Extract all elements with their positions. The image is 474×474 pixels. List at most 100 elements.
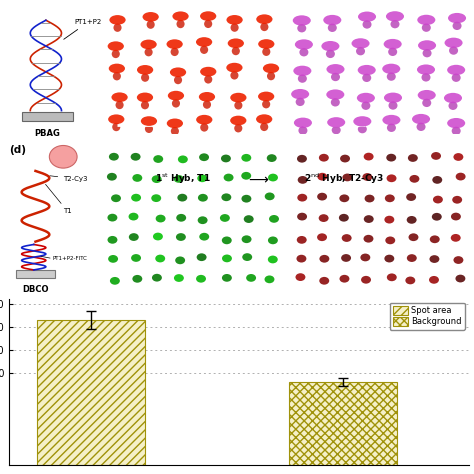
Ellipse shape xyxy=(176,233,186,241)
Ellipse shape xyxy=(417,64,435,75)
Ellipse shape xyxy=(131,254,141,262)
Ellipse shape xyxy=(174,76,182,84)
Ellipse shape xyxy=(199,233,209,241)
Ellipse shape xyxy=(178,155,188,163)
Ellipse shape xyxy=(167,118,183,128)
Ellipse shape xyxy=(112,50,120,58)
Ellipse shape xyxy=(331,98,340,107)
Ellipse shape xyxy=(363,173,373,181)
Text: Cy3: Cy3 xyxy=(55,152,71,161)
Text: PT1+P2: PT1+P2 xyxy=(64,19,102,39)
Ellipse shape xyxy=(296,255,306,263)
Ellipse shape xyxy=(171,48,179,56)
Ellipse shape xyxy=(387,124,396,132)
Ellipse shape xyxy=(110,277,120,285)
Ellipse shape xyxy=(454,256,464,264)
Ellipse shape xyxy=(107,173,117,181)
Ellipse shape xyxy=(267,154,277,162)
Text: PBAG: PBAG xyxy=(35,128,61,137)
Ellipse shape xyxy=(382,64,401,74)
FancyBboxPatch shape xyxy=(22,112,73,121)
Ellipse shape xyxy=(109,64,125,73)
Ellipse shape xyxy=(153,155,163,163)
Ellipse shape xyxy=(421,73,430,82)
Ellipse shape xyxy=(291,89,309,99)
Ellipse shape xyxy=(361,101,370,110)
Ellipse shape xyxy=(132,275,142,283)
Ellipse shape xyxy=(417,15,435,25)
Ellipse shape xyxy=(385,237,395,244)
Ellipse shape xyxy=(198,216,208,224)
Ellipse shape xyxy=(111,194,121,202)
Ellipse shape xyxy=(384,216,394,224)
Ellipse shape xyxy=(452,127,461,135)
Ellipse shape xyxy=(331,73,340,81)
Ellipse shape xyxy=(268,173,278,182)
Ellipse shape xyxy=(113,24,121,32)
Ellipse shape xyxy=(358,11,376,22)
Ellipse shape xyxy=(422,49,431,57)
Ellipse shape xyxy=(295,39,313,50)
Ellipse shape xyxy=(432,213,442,221)
Ellipse shape xyxy=(268,237,278,244)
Ellipse shape xyxy=(256,14,273,24)
Ellipse shape xyxy=(166,39,183,49)
Ellipse shape xyxy=(357,93,375,103)
Ellipse shape xyxy=(129,233,139,241)
Ellipse shape xyxy=(203,100,211,109)
Ellipse shape xyxy=(293,66,311,76)
Ellipse shape xyxy=(298,176,308,184)
Ellipse shape xyxy=(429,276,439,284)
Ellipse shape xyxy=(391,20,400,28)
Ellipse shape xyxy=(327,64,345,74)
Ellipse shape xyxy=(444,93,462,103)
Ellipse shape xyxy=(176,214,186,222)
Ellipse shape xyxy=(297,213,307,220)
Ellipse shape xyxy=(431,152,441,160)
Ellipse shape xyxy=(242,236,252,243)
Ellipse shape xyxy=(422,99,431,107)
Ellipse shape xyxy=(353,116,371,127)
Ellipse shape xyxy=(109,153,119,161)
Ellipse shape xyxy=(300,48,309,56)
Ellipse shape xyxy=(196,37,212,47)
Ellipse shape xyxy=(296,98,305,106)
Ellipse shape xyxy=(342,173,352,182)
Ellipse shape xyxy=(294,118,312,128)
Ellipse shape xyxy=(116,101,124,109)
Ellipse shape xyxy=(387,174,396,182)
Text: (e): (e) xyxy=(108,150,123,160)
Ellipse shape xyxy=(409,233,419,241)
Ellipse shape xyxy=(407,216,417,224)
Ellipse shape xyxy=(340,155,350,163)
Ellipse shape xyxy=(222,237,232,244)
Ellipse shape xyxy=(267,72,275,80)
Ellipse shape xyxy=(383,115,401,125)
Ellipse shape xyxy=(352,38,370,48)
Ellipse shape xyxy=(445,37,463,48)
Ellipse shape xyxy=(241,172,251,180)
Ellipse shape xyxy=(228,38,244,48)
Ellipse shape xyxy=(364,215,374,223)
Ellipse shape xyxy=(200,11,216,21)
Ellipse shape xyxy=(49,146,77,168)
Ellipse shape xyxy=(264,275,274,283)
Ellipse shape xyxy=(456,274,465,283)
Ellipse shape xyxy=(145,48,153,56)
Ellipse shape xyxy=(227,15,243,25)
Ellipse shape xyxy=(297,194,307,201)
Text: T1: T1 xyxy=(46,184,72,214)
Ellipse shape xyxy=(319,214,328,222)
Ellipse shape xyxy=(262,47,270,56)
Ellipse shape xyxy=(342,234,352,242)
Ellipse shape xyxy=(384,92,402,103)
Ellipse shape xyxy=(432,176,442,184)
Ellipse shape xyxy=(430,236,440,243)
Ellipse shape xyxy=(452,196,462,204)
Ellipse shape xyxy=(363,20,372,28)
Ellipse shape xyxy=(339,275,349,283)
Ellipse shape xyxy=(326,90,344,100)
Ellipse shape xyxy=(152,274,162,282)
Ellipse shape xyxy=(422,24,431,32)
Ellipse shape xyxy=(145,125,153,133)
